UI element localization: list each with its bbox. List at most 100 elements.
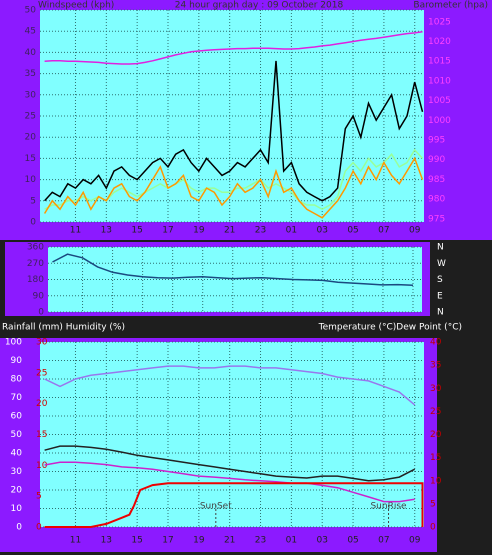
y-tick-label: 35 (25, 69, 36, 79)
y2-tick-label: W (437, 259, 446, 269)
y-tick-label: 20 (25, 133, 37, 143)
y-tick-label: 50 (11, 430, 23, 440)
annotation: SunSet (200, 502, 232, 512)
y-tick-label: 50 (25, 6, 37, 16)
y-tick-label: 5 (30, 196, 36, 206)
y-tick-label: 0 (16, 523, 22, 533)
y2-tick-label: 1015 (428, 57, 451, 67)
x-tick-label: 01 (286, 536, 297, 546)
y2-tick-label: N (437, 243, 444, 253)
x-tick-label: 05 (347, 226, 358, 236)
x-tick-label: 07 (378, 536, 389, 546)
x-tick-label: 09 (409, 536, 421, 546)
y-tick-label: 90 (11, 356, 23, 366)
y2-tick-label: 10 (430, 476, 442, 486)
series-line (44, 30, 423, 65)
x-tick-label: 23 (255, 536, 266, 546)
x-tick-label: 01 (286, 226, 297, 236)
y-tick-label: 45 (25, 27, 36, 37)
y2-tick-label: 980 (428, 195, 445, 205)
y2-tick-label: 975 (428, 214, 445, 224)
x-tick-label: 23 (255, 226, 266, 236)
x-tick-label: 07 (378, 226, 389, 236)
x-tick-label: 09 (409, 226, 421, 236)
series-line (52, 253, 414, 287)
x-tick-label: 17 (162, 226, 173, 236)
x-tick-label: 21 (224, 536, 235, 546)
y3-tick-label: 15 (36, 430, 47, 440)
x-tick-label: 03 (316, 226, 327, 236)
y2-tick-label: 1025 (428, 17, 451, 27)
annotation: SunRise (370, 502, 407, 512)
series-line (43, 156, 424, 219)
y-tick-label: 40 (11, 449, 23, 459)
y-tick-label: 60 (11, 412, 23, 422)
y-tick-label: 70 (11, 393, 23, 403)
y-tick-label: 10 (11, 504, 23, 514)
y-tick-label: 15 (25, 154, 36, 164)
y-tick-label: 30 (25, 90, 37, 100)
y2-tick-label: 5 (430, 499, 436, 509)
series-line (44, 365, 416, 406)
y2-tick-label: 15 (430, 453, 441, 463)
x-tick-label: 13 (101, 536, 112, 546)
y-tick-label: 0 (30, 218, 36, 228)
x-tick-label: 05 (347, 536, 358, 546)
x-tick-label: 13 (101, 226, 112, 236)
y3-tick-label: 25 (36, 368, 47, 378)
x-tick-label: 03 (316, 536, 327, 546)
y-axis-label: Rainfall (mm) Humidity (%) (2, 323, 125, 333)
y2-tick-label: 1000 (428, 116, 451, 126)
y-tick-label: 80 (11, 375, 23, 385)
y2-tick-label: 40 (430, 338, 442, 348)
y2-tick-label: 20 (430, 430, 442, 440)
y-tick-label: 270 (27, 259, 44, 269)
y-tick-label: 40 (25, 48, 37, 58)
y2-tick-label: 990 (428, 155, 445, 165)
y-axis-label: Windspeed (kph) (38, 1, 114, 11)
x-tick-label: 21 (224, 226, 235, 236)
series-line (44, 461, 415, 503)
x-tick-label: 19 (193, 536, 205, 546)
y3-tick-label: 30 (36, 338, 48, 348)
x-tick-label: 15 (131, 226, 142, 236)
x-tick-label: 11 (70, 536, 81, 546)
series-line (44, 482, 424, 528)
y2-tick-label: 30 (430, 384, 442, 394)
x-tick-label: 17 (162, 536, 173, 546)
y2-tick-label: 1020 (428, 37, 451, 47)
y-tick-label: 360 (27, 243, 44, 253)
y3-tick-label: 5 (36, 492, 42, 502)
y2-tick-label: 985 (428, 175, 445, 185)
y2-tick-label: E (437, 291, 443, 301)
series-line (44, 445, 416, 482)
y2-tick-label: 0 (430, 523, 436, 533)
y-tick-label: 20 (11, 486, 23, 496)
y2-tick-label: N (437, 308, 444, 318)
y3-tick-label: 10 (36, 461, 48, 471)
y-tick-label: 0 (38, 308, 44, 318)
x-tick-label: 11 (70, 226, 81, 236)
x-tick-label: 19 (193, 226, 205, 236)
series-line (44, 60, 424, 202)
y-tick-label: 25 (25, 112, 36, 122)
y-tick-label: 90 (33, 291, 45, 301)
y-tick-label: 10 (25, 175, 37, 185)
y2-tick-label: 995 (428, 136, 445, 146)
y2-tick-label: 1010 (428, 76, 451, 86)
y2-axis-label: Temperature (°C)Dew Point (°C) (318, 323, 462, 333)
y2-tick-label: S (437, 275, 443, 285)
y-tick-label: 100 (5, 338, 22, 348)
y2-tick-label: 25 (430, 407, 441, 417)
y2-tick-label: 35 (430, 361, 441, 371)
chart-title: 24 hour graph day : 09 October 2018 (175, 1, 344, 11)
y2-tick-label: 1005 (428, 96, 451, 106)
y-tick-label: 30 (11, 467, 23, 477)
x-tick-label: 15 (131, 536, 142, 546)
y3-tick-label: 20 (36, 399, 48, 409)
y3-tick-label: 0 (36, 523, 42, 533)
y-tick-label: 180 (27, 275, 44, 285)
y2-axis-label: Barometer (hpa) (413, 1, 488, 11)
